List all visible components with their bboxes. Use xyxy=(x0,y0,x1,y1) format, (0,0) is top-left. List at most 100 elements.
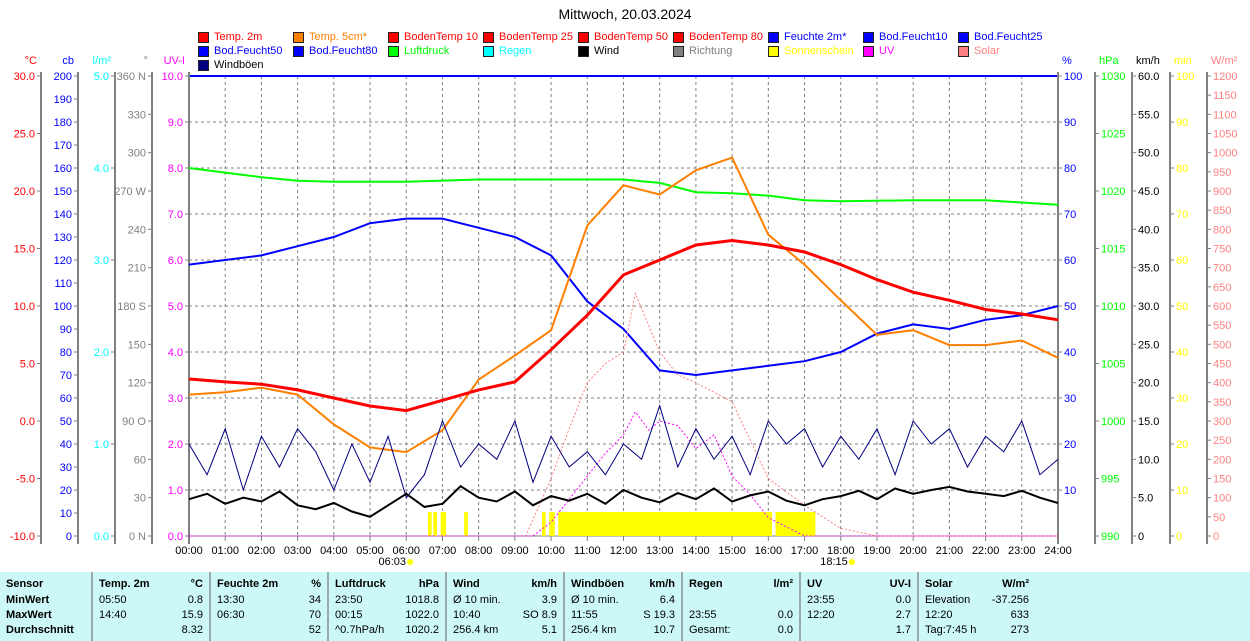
axis-tick-label: 40 xyxy=(1176,347,1188,359)
axis-tick-label: 50 xyxy=(1064,301,1076,313)
axis-unit-min: min xyxy=(1174,55,1192,67)
axis-tick-label: 100 xyxy=(1176,71,1194,83)
axis-tick-label: 10 xyxy=(1064,485,1076,497)
group-header: Temp. 2m °C xyxy=(93,578,209,593)
axis-tick-label: 30 xyxy=(60,462,72,474)
axis-unit-hpa: hPa xyxy=(1099,55,1119,67)
axis-tick-label: 10 xyxy=(1176,485,1188,497)
axis-tick-label: 180 S xyxy=(117,301,146,313)
axis-tick-label: 50 xyxy=(1213,512,1225,524)
group-header: Windböen km/h xyxy=(565,578,681,593)
axis-tick-label: 240 xyxy=(128,224,146,236)
legend-swatch xyxy=(768,45,779,57)
x-axis-tick-label: 00:00 xyxy=(175,545,203,557)
row-label-row: MinWert xyxy=(0,594,91,609)
axis-tick-label: 700 xyxy=(1213,263,1231,275)
group-header-label: Feuchte 2m xyxy=(217,578,279,590)
row-label-row: Durchschnitt xyxy=(0,624,91,639)
series-temp-5cm- xyxy=(188,156,1059,454)
axis-unit-rain: l/m² xyxy=(93,55,112,67)
axis-tick-label: 130 xyxy=(54,232,72,244)
axis-tick-label: 150 xyxy=(1213,474,1231,486)
legend-item: Richtung xyxy=(673,45,732,57)
sunshine-bar xyxy=(433,512,438,536)
cell-time: 14:40 xyxy=(99,609,127,621)
x-axis-tick-label: 20:00 xyxy=(899,545,927,557)
series-feuchte-2m- xyxy=(188,217,1059,377)
axis-tick-label: 100 xyxy=(1064,71,1082,83)
x-axis-tick-label: 01:00 xyxy=(211,545,239,557)
axis-tick-label: 15.0 xyxy=(1138,416,1159,428)
group-header-unit: W/m² xyxy=(1002,578,1029,590)
axis-tick-label: 120 xyxy=(54,255,72,267)
axis-tick-label: 360 N xyxy=(117,71,146,83)
table-row: Gesamt: 0.0 xyxy=(683,624,799,639)
table-group: Solar W/m² Elevation -37.256 12:20 633 Tag:7:4… xyxy=(917,572,1035,641)
table-row: 14:40 15.9 xyxy=(93,609,209,624)
axis-tick-label: 70 xyxy=(1064,209,1076,221)
table-row: Ø 10 min. 6.4 xyxy=(565,594,681,609)
group-header-label: Temp. 2m xyxy=(99,578,150,590)
axis-tick-label: 750 xyxy=(1213,244,1231,256)
axis-tick-label: 800 xyxy=(1213,224,1231,236)
sunrise-label: 06:03 xyxy=(379,556,407,568)
axis-tick-label: 4.0 xyxy=(168,347,183,359)
cell-time: 23:50 xyxy=(335,594,363,606)
cell-time: ^0.7hPa/h xyxy=(335,624,385,636)
axis-tick-label: 40.0 xyxy=(1138,224,1159,236)
group-header-label: Solar xyxy=(925,578,953,590)
sunshine-bar xyxy=(542,512,546,536)
cell-value: 8.32 xyxy=(181,624,203,636)
row-label-row: MaxWert xyxy=(0,609,91,624)
sunset-marker xyxy=(848,559,855,565)
cell-value: 1020.2 xyxy=(405,624,439,636)
axis-tick-label: 25.0 xyxy=(14,129,35,141)
group-header: Regen l/m² xyxy=(683,578,799,593)
axis-tick-label: 5.0 xyxy=(168,301,183,313)
axis-tick-label: 300 xyxy=(128,148,146,160)
axis-tick-label: 0.0 xyxy=(94,531,109,543)
axis-tick-label: 40 xyxy=(60,439,72,451)
cell-value: -37.256 xyxy=(991,594,1029,606)
axis-tick-label: 0 xyxy=(1176,531,1182,543)
group-header: Wind km/h xyxy=(447,578,563,593)
cell-value: 1.7 xyxy=(895,624,911,636)
group-header-unit: km/h xyxy=(531,578,557,590)
group-header: Luftdruck hPa xyxy=(329,578,445,593)
legend-item: Wind xyxy=(578,45,619,57)
axis-tick-label: -5.0 xyxy=(16,474,35,486)
legend-swatch xyxy=(768,31,779,43)
axis-tick-label: 120 xyxy=(128,378,146,390)
axis-tick-label: 110 xyxy=(54,278,72,290)
cell-time: Gesamt: xyxy=(689,624,731,636)
axis-tick-label: 90 O xyxy=(122,416,146,428)
x-axis-tick-label: 08:00 xyxy=(465,545,493,557)
cell-time: 06:30 xyxy=(217,609,245,621)
group-header-label: Luftdruck xyxy=(335,578,386,590)
axis-tick-label: 250 xyxy=(1213,435,1231,447)
cell-time: 256.4 km xyxy=(453,624,499,636)
axis-tick-label: 5.0 xyxy=(1138,493,1153,505)
axis-tick-label: 0 xyxy=(1138,531,1144,543)
axis-tick-label: 8.0 xyxy=(168,163,183,175)
series-temp-2m xyxy=(188,238,1059,413)
axis-tick-label: 3.0 xyxy=(168,393,183,405)
axis-tick-label: 270 W xyxy=(114,186,146,198)
legend-item: Luftdruck xyxy=(388,45,449,57)
group-header: UV UV-I xyxy=(801,578,917,593)
cell-value: 52 xyxy=(308,624,321,636)
axis-tick-label: 90 xyxy=(1064,117,1076,129)
axis-tick-label: 0.0 xyxy=(168,531,183,543)
legend-item: BodenTemp 50 xyxy=(578,31,668,43)
legend-swatch xyxy=(578,31,589,43)
axis-unit-kmh: km/h xyxy=(1136,55,1160,67)
x-axis-tick-label: 10:00 xyxy=(537,545,565,557)
legend-label: BodenTemp 10 xyxy=(404,31,478,43)
axis-tick-label: 1025 xyxy=(1101,129,1125,141)
table-row: 8.32 xyxy=(93,624,209,639)
axis-tick-label: 50.0 xyxy=(1138,148,1159,160)
group-header-label: Wind xyxy=(453,578,480,590)
axis-tick-label: 7.0 xyxy=(168,209,183,221)
axis-unit-temp: °C xyxy=(25,55,37,67)
